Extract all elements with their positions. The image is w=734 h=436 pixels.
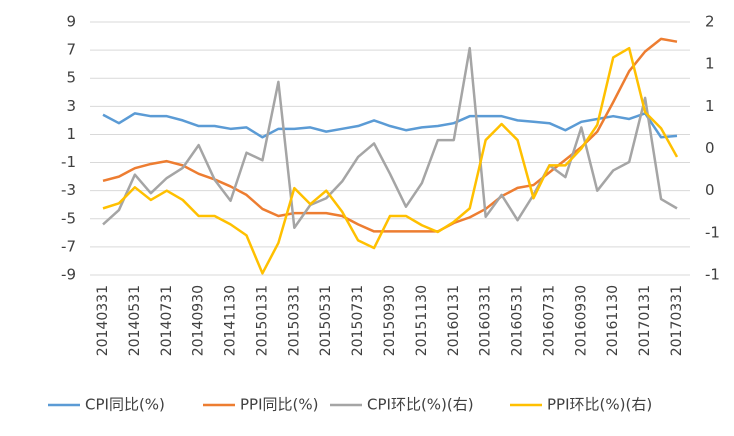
legend-label: PPI同比(%) [240, 396, 318, 414]
y-tick-label: -3 [61, 181, 76, 199]
x-tick-label: 20160731 [541, 285, 557, 356]
y2-tick-label: -1 [705, 266, 720, 284]
x-tick-label: 20150930 [382, 285, 398, 356]
x-tick-label: 20150131 [254, 285, 270, 356]
x-tick-label: 20170331 [669, 285, 685, 356]
y-tick-label: 7 [66, 41, 76, 59]
x-tick-label: 20160331 [478, 285, 494, 356]
y-tick-label: 9 [66, 13, 76, 31]
x-tick-label: 20161130 [605, 285, 621, 356]
y-tick-label: 1 [66, 125, 76, 143]
legend-label: CPI环比(%)(右) [367, 396, 474, 414]
y2-tick-label: 1 [705, 55, 715, 73]
x-tick-label: 20140731 [159, 285, 175, 356]
x-tick-label: 20170131 [637, 285, 653, 356]
x-tick-label: 20151130 [414, 285, 430, 356]
x-tick-label: 20160930 [573, 285, 589, 356]
x-tick-label: 20140930 [191, 285, 207, 356]
x-tick-label: 20160131 [446, 285, 462, 356]
y-tick-label: -7 [61, 237, 76, 255]
y2-tick-label: 2 [705, 13, 715, 31]
x-tick-label: 20150731 [350, 285, 366, 356]
x-tick-label: 20141130 [223, 285, 239, 356]
x-tick-label: 20150531 [318, 285, 334, 356]
x-tick-label: 20150331 [286, 285, 302, 356]
series-line [102, 46, 679, 275]
y-tick-label: 3 [66, 97, 76, 115]
x-tick-label: 20140531 [127, 285, 143, 356]
y-tick-label: -9 [61, 266, 76, 284]
x-tick-label: 20140331 [95, 285, 111, 356]
y-tick-label: -5 [61, 209, 76, 227]
y2-tick-label: 1 [705, 97, 715, 115]
y-tick-label: 5 [66, 69, 76, 87]
series-line [102, 112, 678, 139]
y2-tick-label: 0 [705, 181, 715, 199]
y2-tick-label: 0 [705, 139, 715, 157]
series-line [102, 46, 678, 230]
x-tick-label: 20160531 [510, 285, 526, 356]
legend-label: CPI同比(%) [85, 396, 165, 414]
legend-label: PPI环比(%)(右) [547, 396, 652, 414]
y2-tick-label: -1 [705, 223, 720, 241]
y-tick-label: -1 [61, 153, 76, 171]
